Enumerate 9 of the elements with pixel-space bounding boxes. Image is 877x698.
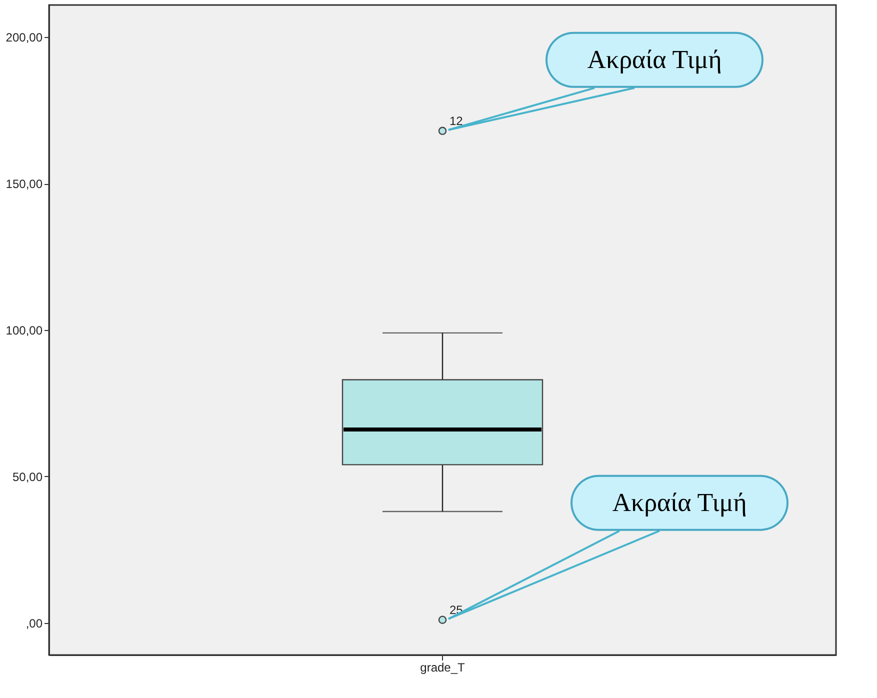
annotation: 12: [450, 114, 464, 128]
y-tick-label: 200,00: [6, 30, 43, 45]
y-tick-label: 100,00: [6, 324, 43, 338]
x-tick-label: grade_T: [420, 660, 466, 674]
annotation: Ακραία Τιμή: [587, 44, 722, 74]
y-tick-label: ,00: [26, 616, 43, 630]
y-tick-label: 150,00: [6, 177, 43, 192]
y-tick-label: 50,00: [12, 470, 43, 484]
annotation: Ακραία Τιμή: [612, 488, 747, 517]
